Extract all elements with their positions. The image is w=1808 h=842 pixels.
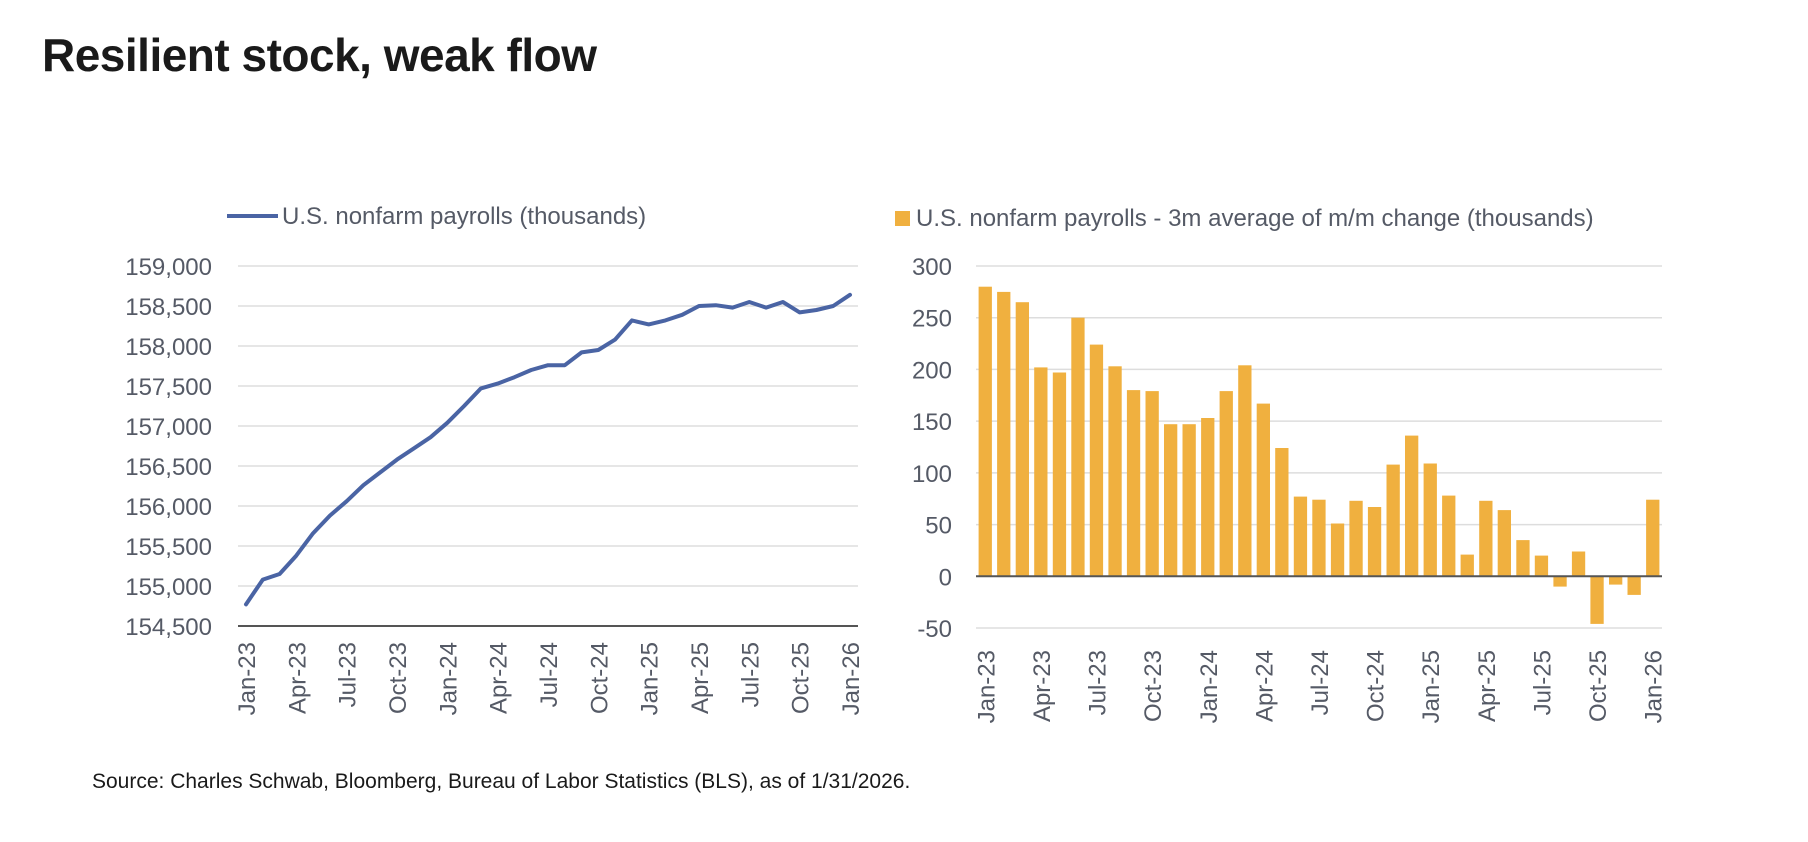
payroll-change-bar xyxy=(1460,554,1474,577)
payroll-change-bar xyxy=(997,291,1011,577)
bar-x-tick-label: Jan-25 xyxy=(1418,650,1445,723)
line-x-tick-label: Jul-24 xyxy=(536,642,563,707)
line-y-tick-label: 155,000 xyxy=(125,574,212,601)
bar-x-tick-label: Apr-24 xyxy=(1251,650,1278,722)
payroll-change-bar xyxy=(1646,499,1660,577)
bar-y-tick-label: 50 xyxy=(925,513,952,540)
line-y-tick-label: 157,500 xyxy=(125,374,212,401)
payroll-change-bar xyxy=(1182,424,1196,577)
bar-x-tick-label: Jul-24 xyxy=(1307,650,1334,715)
bar-y-tick-label: 0 xyxy=(939,564,952,591)
payroll-change-bar xyxy=(1479,500,1493,577)
payroll-change-bar xyxy=(1609,576,1623,585)
line-x-tick-label: Jan-24 xyxy=(435,642,462,715)
line-chart-gridlines xyxy=(238,265,858,627)
payroll-change-bar xyxy=(1349,500,1363,577)
payroll-change-bar xyxy=(1497,510,1511,577)
bar-x-tick-label: Jan-24 xyxy=(1196,650,1223,723)
line-x-tick-label: Oct-24 xyxy=(586,642,613,714)
line-y-tick-label: 158,000 xyxy=(125,334,212,361)
payroll-change-bar xyxy=(1164,424,1178,577)
bar-x-tick-label: Oct-23 xyxy=(1140,650,1167,722)
bar-x-tick-label: Jul-23 xyxy=(1085,650,1112,715)
line-chart-x-axis: Jan-23 Apr-23 Jul-23 Oct-23 Jan-24 Apr-24 Jul-… xyxy=(234,642,865,715)
payroll-change-bar xyxy=(1423,463,1437,577)
line-x-tick-label: Jan-25 xyxy=(637,642,664,715)
payroll-change-bar xyxy=(1571,551,1586,577)
bar-y-tick-label: 200 xyxy=(912,357,952,384)
bar-y-tick-label: -50 xyxy=(917,616,952,643)
payroll-change-bar xyxy=(1367,507,1382,577)
payroll-change-bar xyxy=(1534,555,1549,577)
page-title: Resilient stock, weak flow xyxy=(42,29,597,81)
bar-chart-x-axis: Jan-23 Apr-23 Jul-23 Oct-23 Jan-24 Apr-24 Jul-… xyxy=(973,650,1667,723)
payroll-change-bar xyxy=(1126,390,1141,577)
line-x-tick-label: Oct-23 xyxy=(385,642,412,714)
payroll-change-bar xyxy=(1516,540,1530,577)
line-x-tick-label: Oct-25 xyxy=(788,642,815,714)
payroll-change-bar xyxy=(1108,366,1122,577)
payroll-change-bar xyxy=(1590,576,1604,624)
bar-chart: U.S. nonfarm payrolls - 3m average of m/… xyxy=(895,205,1668,723)
line-x-tick-label: Jan-23 xyxy=(234,642,261,715)
line-x-tick-label: Apr-25 xyxy=(687,642,714,714)
bar-chart-y-axis: 300 250 200 150 100 50 0 -50 xyxy=(912,254,952,643)
source-note: Source: Charles Schwab, Bloomberg, Burea… xyxy=(92,770,911,793)
payroll-change-bar xyxy=(1145,391,1159,577)
payroll-change-bar xyxy=(1330,523,1345,577)
bar-chart-legend: U.S. nonfarm payrolls - 3m average of m/… xyxy=(895,205,1594,232)
line-legend-label: U.S. nonfarm payrolls (thousands) xyxy=(282,203,646,230)
bar-y-tick-label: 300 xyxy=(912,254,952,281)
payroll-change-bar xyxy=(1015,302,1029,577)
bar-legend-label: U.S. nonfarm payrolls - 3m average of m/… xyxy=(916,205,1594,232)
line-chart: U.S. nonfarm payrolls (thousands) 159,00… xyxy=(125,203,865,715)
line-y-tick-label: 156,000 xyxy=(125,494,212,521)
payroll-change-bar xyxy=(1089,344,1104,577)
bar-x-tick-label: Apr-23 xyxy=(1029,650,1056,722)
line-x-tick-label: Apr-24 xyxy=(486,642,513,714)
payroll-change-bar xyxy=(1275,448,1289,577)
payroll-change-bar xyxy=(1034,367,1048,577)
payroll-change-bar xyxy=(1238,365,1252,577)
payroll-change-bar xyxy=(1553,576,1567,587)
bar-x-tick-label: Apr-25 xyxy=(1474,650,1501,722)
payroll-change-bar xyxy=(1386,464,1400,577)
bar-y-tick-label: 150 xyxy=(912,409,952,436)
bar-x-tick-label: Oct-24 xyxy=(1363,650,1390,722)
payroll-change-bar xyxy=(1293,496,1308,577)
bar-x-tick-label: Jan-23 xyxy=(973,650,1000,723)
line-x-tick-label: Jul-25 xyxy=(737,642,764,707)
line-chart-series xyxy=(244,292,852,607)
payroll-change-bar xyxy=(1071,317,1085,577)
payroll-change-bar xyxy=(1312,499,1326,577)
bar-x-tick-label: Jul-25 xyxy=(1529,650,1556,715)
payroll-change-bar xyxy=(1256,403,1270,577)
bar-x-tick-label: Jan-26 xyxy=(1641,650,1668,723)
bar-legend-swatch xyxy=(895,211,910,226)
bar-y-tick-label: 250 xyxy=(912,306,952,333)
line-x-tick-label: Jul-23 xyxy=(335,642,362,707)
bar-y-tick-label: 100 xyxy=(912,461,952,488)
line-chart-y-axis: 159,000 158,500 158,000 157,500 157,000 156,5… xyxy=(125,254,212,641)
payrolls-line xyxy=(244,292,852,607)
payroll-change-bar xyxy=(1219,391,1233,577)
bar-chart-bars xyxy=(978,286,1660,624)
line-y-tick-label: 157,000 xyxy=(125,414,212,441)
payroll-change-bar xyxy=(1627,576,1641,595)
line-x-tick-label: Jan-26 xyxy=(838,642,865,715)
line-y-tick-label: 156,500 xyxy=(125,454,212,481)
line-y-tick-label: 159,000 xyxy=(125,254,212,281)
line-chart-legend: U.S. nonfarm payrolls (thousands) xyxy=(227,203,646,230)
payroll-change-bar xyxy=(1405,435,1419,577)
line-y-tick-label: 158,500 xyxy=(125,294,212,321)
payroll-change-bar xyxy=(1442,495,1456,577)
bar-x-tick-label: Oct-25 xyxy=(1585,650,1612,722)
payroll-change-bar xyxy=(1201,418,1215,577)
line-y-tick-label: 155,500 xyxy=(125,534,212,561)
line-y-tick-label: 154,500 xyxy=(125,614,212,641)
payroll-change-bar xyxy=(978,286,992,577)
line-x-tick-label: Apr-23 xyxy=(284,642,311,714)
payroll-change-bar xyxy=(1052,372,1067,577)
